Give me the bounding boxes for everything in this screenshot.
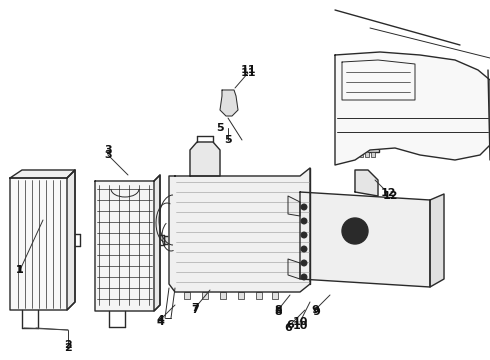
Circle shape <box>301 218 307 224</box>
Bar <box>359 152 363 157</box>
Text: 12: 12 <box>380 188 396 198</box>
Text: 11: 11 <box>240 65 256 75</box>
Polygon shape <box>335 52 490 165</box>
Text: 8: 8 <box>274 307 282 317</box>
Circle shape <box>301 274 307 280</box>
Polygon shape <box>300 192 430 287</box>
Text: 3: 3 <box>104 150 112 160</box>
Polygon shape <box>220 90 238 116</box>
Text: 4: 4 <box>156 317 164 327</box>
Text: 4: 4 <box>156 315 164 325</box>
Bar <box>256 292 262 299</box>
Circle shape <box>342 218 368 244</box>
Text: 5: 5 <box>216 123 224 133</box>
Bar <box>371 152 375 157</box>
Text: 1: 1 <box>16 265 24 275</box>
Bar <box>272 292 278 299</box>
Polygon shape <box>288 259 300 279</box>
Circle shape <box>301 260 307 266</box>
Bar <box>220 292 226 299</box>
Bar <box>164 236 172 244</box>
Text: 9: 9 <box>311 305 319 315</box>
Text: 10: 10 <box>293 321 308 331</box>
Bar <box>355 140 379 152</box>
Text: 6: 6 <box>286 320 294 330</box>
Text: 7: 7 <box>191 303 199 313</box>
Polygon shape <box>95 175 160 311</box>
Text: 9: 9 <box>312 307 320 317</box>
Text: 10: 10 <box>293 317 308 327</box>
Polygon shape <box>67 170 75 310</box>
Polygon shape <box>430 194 444 287</box>
Polygon shape <box>154 175 160 311</box>
Polygon shape <box>169 168 310 292</box>
Text: 7: 7 <box>191 305 199 315</box>
Polygon shape <box>355 170 378 196</box>
Circle shape <box>301 204 307 210</box>
Bar <box>184 292 190 299</box>
Text: 2: 2 <box>64 340 72 350</box>
Text: 1: 1 <box>16 265 24 275</box>
Text: 5: 5 <box>224 135 232 145</box>
Text: 2: 2 <box>64 343 72 353</box>
Polygon shape <box>288 196 300 216</box>
Bar <box>202 292 208 299</box>
Polygon shape <box>190 142 220 176</box>
Circle shape <box>301 232 307 238</box>
Polygon shape <box>10 170 75 178</box>
Text: 11: 11 <box>240 68 256 78</box>
Circle shape <box>301 246 307 252</box>
Bar <box>365 152 369 157</box>
Polygon shape <box>10 170 75 310</box>
Text: 6: 6 <box>284 323 292 333</box>
Text: 12: 12 <box>382 191 398 201</box>
Text: 3: 3 <box>104 145 112 155</box>
Text: 8: 8 <box>274 305 282 315</box>
Bar <box>238 292 244 299</box>
